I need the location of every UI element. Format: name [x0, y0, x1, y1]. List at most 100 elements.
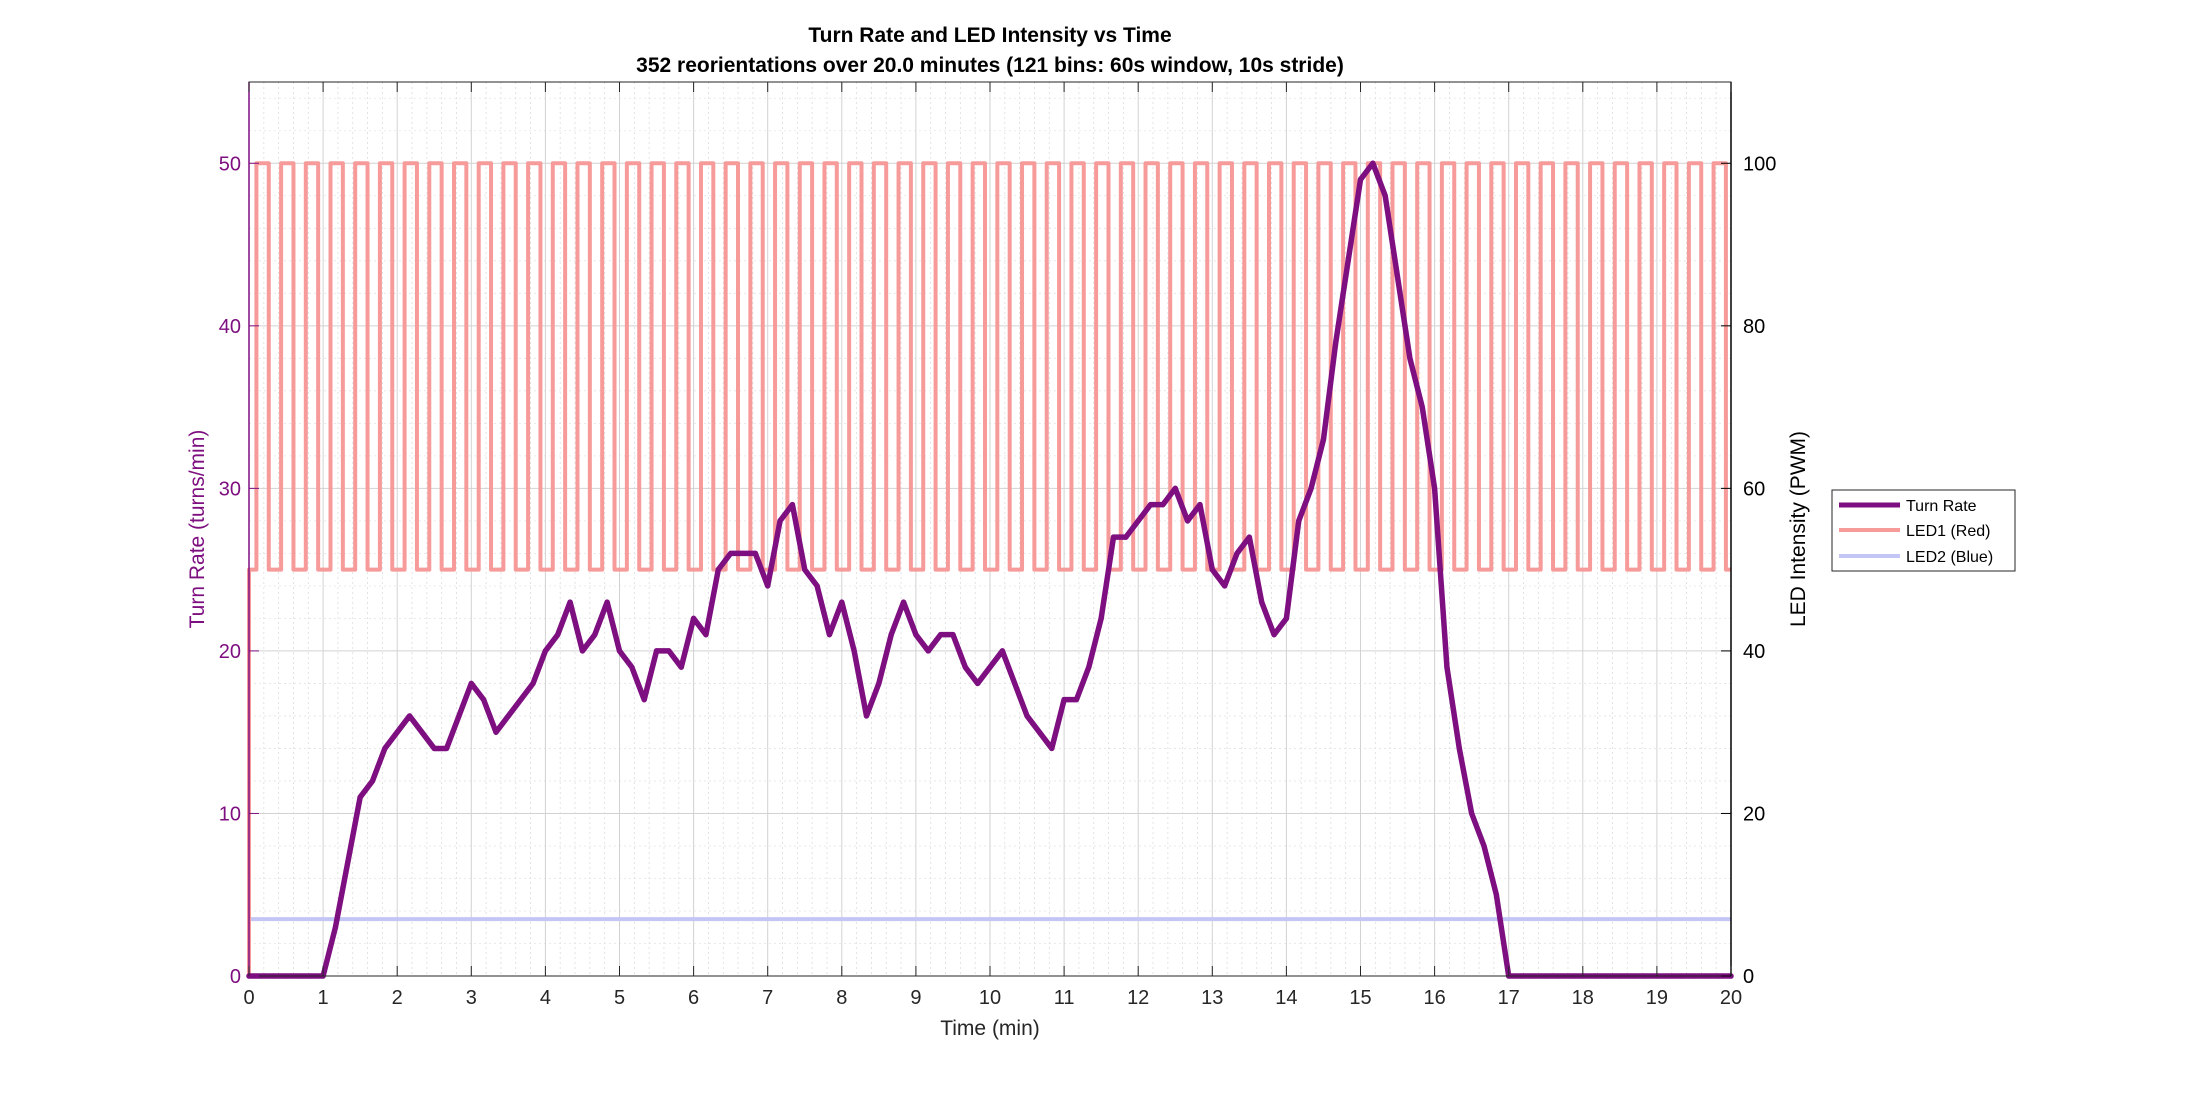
x-tick-label: 12: [1127, 987, 1149, 1009]
turn-rate-point: [826, 632, 833, 638]
turn-rate-point: [345, 859, 351, 865]
turn-rate-point: [394, 729, 400, 735]
turn-rate-point: [567, 599, 573, 605]
turn-rate-point: [1036, 729, 1042, 735]
turn-rate-point: [1333, 339, 1339, 345]
turn-rate-point: [468, 680, 474, 687]
turn-rate-point: [1098, 615, 1104, 622]
x-tick-label: 17: [1498, 987, 1520, 1009]
x-tick-label: 8: [836, 987, 847, 1009]
turn-rate-point: [419, 729, 425, 735]
turn-rate-point: [1456, 745, 1462, 752]
minor-grid: [249, 82, 1731, 976]
turn-rate-point: [1197, 502, 1203, 508]
turn-rate-point: [555, 632, 561, 638]
turn-rate-point: [999, 648, 1005, 654]
x-tick-label: 18: [1572, 987, 1594, 1009]
turn-rate-point: [1061, 697, 1067, 703]
right-y-tick-label: 20: [1743, 803, 1765, 825]
turn-rate-point: [728, 550, 734, 556]
led1-series: [247, 161, 1731, 976]
x-tick-label: 19: [1646, 987, 1668, 1009]
led1-line: [247, 161, 1731, 976]
x-tick-label: 7: [762, 987, 773, 1009]
turn-rate-point: [629, 664, 635, 670]
turn-rate-point: [579, 648, 586, 654]
turn-rate-point: [1222, 583, 1228, 589]
turn-rate-point: [913, 632, 919, 638]
turn-rate-point: [641, 697, 647, 703]
turn-rate-point: [357, 794, 363, 800]
turn-rate-point: [493, 729, 499, 735]
x-tick-label: 2: [392, 987, 403, 1009]
turn-rate-point: [1296, 518, 1302, 524]
turn-rate-point: [1370, 160, 1376, 166]
left-y-tick-label: 40: [219, 316, 241, 338]
x-tick-label: 5: [614, 987, 625, 1009]
turn-rate-point: [900, 599, 907, 605]
turn-rate-point: [691, 615, 697, 622]
turn-rate-point: [1407, 355, 1413, 361]
x-tick-label: 0: [243, 987, 254, 1009]
turn-rate-point: [1419, 404, 1425, 410]
legend[interactable]: Turn Rate LED1 (Red) LED2 (Blue): [1831, 489, 2016, 572]
turn-rate-point: [765, 583, 771, 589]
left-y-tick-label: 10: [219, 803, 241, 825]
turn-rate-point: [987, 664, 993, 670]
x-tick-label: 15: [1349, 987, 1371, 1009]
turn-rate-point: [1308, 485, 1314, 491]
turn-rate-point: [1147, 502, 1154, 508]
turn-rate-point: [1024, 713, 1030, 719]
x-tick-label: 3: [466, 987, 477, 1009]
turn-rate-point: [938, 632, 944, 638]
x-tick-label: 4: [540, 987, 551, 1009]
turn-rate-point: [530, 680, 536, 687]
turn-rate-point: [1432, 485, 1438, 491]
turn-rate-point: [1444, 664, 1450, 670]
turn-rate-point: [962, 664, 968, 670]
x-tick-label: 13: [1201, 987, 1223, 1009]
left-y-tick-label: 50: [219, 153, 241, 175]
left-y-tick-label: 30: [219, 478, 241, 500]
turn-rate-point: [876, 680, 882, 687]
turn-rate-point: [616, 648, 623, 654]
turn-rate-point: [789, 502, 796, 508]
turn-rate-point: [406, 713, 413, 719]
turn-rate-point: [1234, 550, 1240, 556]
x-tick-label: 9: [910, 987, 921, 1009]
legend-label-turn-rate: Turn Rate: [1906, 498, 1977, 515]
turn-rate-point: [1185, 518, 1191, 524]
turn-rate-point: [592, 632, 598, 638]
x-tick-label: 10: [979, 987, 1001, 1009]
turn-rate-point: [715, 567, 721, 573]
turn-rate-point: [1481, 843, 1487, 849]
turn-rate-point: [1259, 599, 1265, 605]
right-y-tick-label: 60: [1743, 478, 1765, 500]
turn-rate-point: [814, 583, 820, 589]
turn-rate-point: [1271, 632, 1277, 638]
chart-title: Turn Rate and LED Intensity vs Time: [808, 24, 1171, 47]
right-y-tick-label: 100: [1743, 153, 1776, 175]
turn-rate-point: [1493, 892, 1499, 898]
turn-rate-point: [518, 697, 524, 703]
turn-rate-point: [653, 648, 660, 654]
turn-rate-point: [1123, 534, 1129, 540]
turn-rate-point: [1073, 697, 1080, 703]
x-tick-label: 6: [688, 987, 699, 1009]
x-axis-label: Time (min): [940, 1017, 1040, 1040]
turn-rate-point: [678, 664, 684, 670]
left-y-axis-label: Turn Rate (turns/min): [186, 430, 209, 629]
turn-rate-point: [369, 778, 376, 784]
right-y-axis-ticks: 0 20 40 60 80 100: [1721, 153, 1776, 988]
turn-rate-point: [1469, 810, 1475, 817]
turn-rate-point: [1246, 534, 1252, 540]
turn-rate-point: [1345, 258, 1351, 264]
right-y-tick-label: 0: [1743, 966, 1754, 988]
turn-rate-point: [1172, 485, 1178, 491]
turn-rate-point: [740, 550, 746, 556]
x-axis-ticks: 0 1 2 3 4 5 6 7 8 9 10 11 12 13 14 15 16 17 18 19 20: [243, 82, 1742, 1009]
turn-rate-point: [431, 745, 437, 752]
turn-rate-point: [950, 632, 956, 638]
x-tick-label: 14: [1275, 987, 1297, 1009]
